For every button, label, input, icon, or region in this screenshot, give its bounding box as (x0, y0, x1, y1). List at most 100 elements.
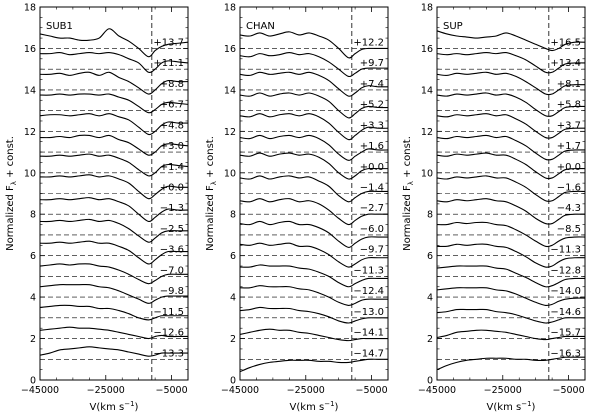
y-tick-label: 18 (24, 3, 36, 14)
spectrum-line (239, 306, 388, 324)
spectrum-line (39, 52, 189, 74)
x-tick-label: −25000 (287, 385, 325, 396)
spectrum-line (239, 113, 389, 141)
epoch-label: +3.3 (360, 120, 384, 131)
spectrum-line (39, 28, 189, 58)
y-axis-label: Normalized Fλ + const. (5, 136, 18, 251)
epoch-label: −16.3 (550, 348, 581, 359)
y-tick-label: 6 (30, 251, 36, 262)
epoch-label: +0.0 (160, 183, 184, 194)
x-axis-label: V(km s−1) (90, 400, 139, 413)
epoch-label: +9.7 (360, 58, 384, 69)
y-tick-label: 8 (230, 210, 236, 221)
spectrum-line (39, 263, 188, 285)
spectrum-line (39, 326, 188, 340)
spectrum-line (239, 220, 388, 248)
y-tick-label: 10 (224, 168, 236, 179)
x-tick-label: −5000 (155, 385, 187, 396)
y-tick-label: 4 (30, 293, 36, 304)
epoch-label: −13.3 (153, 348, 184, 359)
y-tick-label: 8 (427, 210, 433, 221)
y-axis-label: Normalized Fλ + const. (402, 136, 415, 251)
y-tick-label: 2 (30, 334, 36, 345)
spectrum-line (39, 174, 189, 200)
spectrum-line (239, 328, 388, 342)
spectrum-line (239, 175, 388, 203)
spectrum-line (239, 152, 388, 180)
y-tick-label: 0 (230, 376, 236, 387)
spectrum-line (436, 265, 586, 288)
epoch-label: +0.0 (360, 162, 384, 173)
epoch-label: −8.5 (557, 224, 581, 235)
spectrum-line (436, 308, 585, 324)
epoch-label: −14.6 (550, 307, 581, 318)
epoch-label: +4.8 (160, 120, 184, 131)
spectrum-line (39, 93, 189, 114)
y-tick-label: 14 (224, 85, 236, 96)
x-axis-label: V(km s−1) (487, 400, 536, 413)
y-tick-label: 14 (24, 85, 36, 96)
y-tick-label: 16 (224, 44, 236, 55)
y-tick-label: 2 (427, 334, 433, 345)
epoch-label: −14.0 (550, 286, 581, 297)
panel-2: 0 2 4 6 8 10 12 14 16 18 −45000 −25000 −5000 V(km s−1… (402, 3, 586, 413)
spectrum-line (436, 113, 586, 139)
y-tick-label: 4 (230, 293, 236, 304)
y-tick-label: 12 (24, 127, 36, 138)
spectrum-line (39, 113, 189, 136)
spectrum-line (436, 30, 586, 52)
spectrum-line (239, 264, 388, 288)
epoch-label: −1.3 (160, 203, 184, 214)
y-tick-label: 10 (421, 168, 433, 179)
spectrum-line (239, 242, 388, 268)
epoch-label: −1.4 (360, 183, 384, 194)
y-tick-label: 14 (421, 85, 433, 96)
spectrum-line (436, 92, 586, 117)
spectrum-line (436, 287, 586, 307)
spectrum-line (436, 51, 586, 74)
epoch-label: +13.7 (153, 37, 184, 48)
spectrum-line (436, 71, 586, 96)
epoch-label: +1.7 (557, 141, 581, 152)
y-tick-label: 8 (30, 210, 36, 221)
spectrum-line (239, 52, 388, 78)
spectrum-line (239, 71, 389, 97)
y-tick-label: 10 (24, 168, 36, 179)
y-axis-label: Normalized Fλ + const. (205, 136, 218, 251)
spectrum-line (39, 218, 188, 243)
epoch-label: +5.2 (360, 100, 384, 111)
epoch-label: −14.7 (353, 348, 384, 359)
spectrum-line (436, 221, 586, 248)
x-tick-label: −25000 (87, 385, 125, 396)
epoch-label: −12.8 (550, 265, 581, 276)
epoch-label: −6.0 (360, 224, 384, 235)
epoch-label: −2.7 (360, 203, 384, 214)
spectrum-line (436, 134, 586, 161)
y-tick-label: 6 (427, 251, 433, 262)
spectrum-line (39, 240, 188, 265)
spectrum-line (436, 356, 585, 371)
epoch-label: +3.7 (557, 120, 581, 131)
panel-0: 0 2 4 6 8 10 12 14 16 18 −45000 −25000 −5000 V(km s−1… (5, 3, 189, 413)
spectrum-line (39, 153, 189, 177)
epoch-label: −14.1 (353, 328, 384, 339)
epoch-label: −11.5 (153, 307, 184, 318)
epoch-label: −11.3 (550, 245, 581, 256)
epoch-label: +7.4 (360, 79, 384, 90)
x-tick-label: −45000 (221, 385, 259, 396)
epoch-label: +8.1 (557, 79, 581, 90)
y-tick-label: 2 (230, 334, 236, 345)
y-tick-label: 18 (421, 3, 433, 14)
epoch-label: −15.7 (550, 328, 581, 339)
y-tick-label: 16 (24, 44, 36, 55)
epoch-label: +16.5 (550, 37, 581, 48)
panel-label: SUP (443, 21, 463, 32)
spectrum-line (239, 358, 388, 373)
epoch-label: +11.1 (153, 58, 184, 69)
y-tick-label: 0 (30, 376, 36, 387)
y-tick-label: 6 (230, 251, 236, 262)
epoch-label: −12.6 (153, 328, 184, 339)
spectrum-line (436, 243, 586, 268)
spectrum-line (436, 175, 586, 202)
